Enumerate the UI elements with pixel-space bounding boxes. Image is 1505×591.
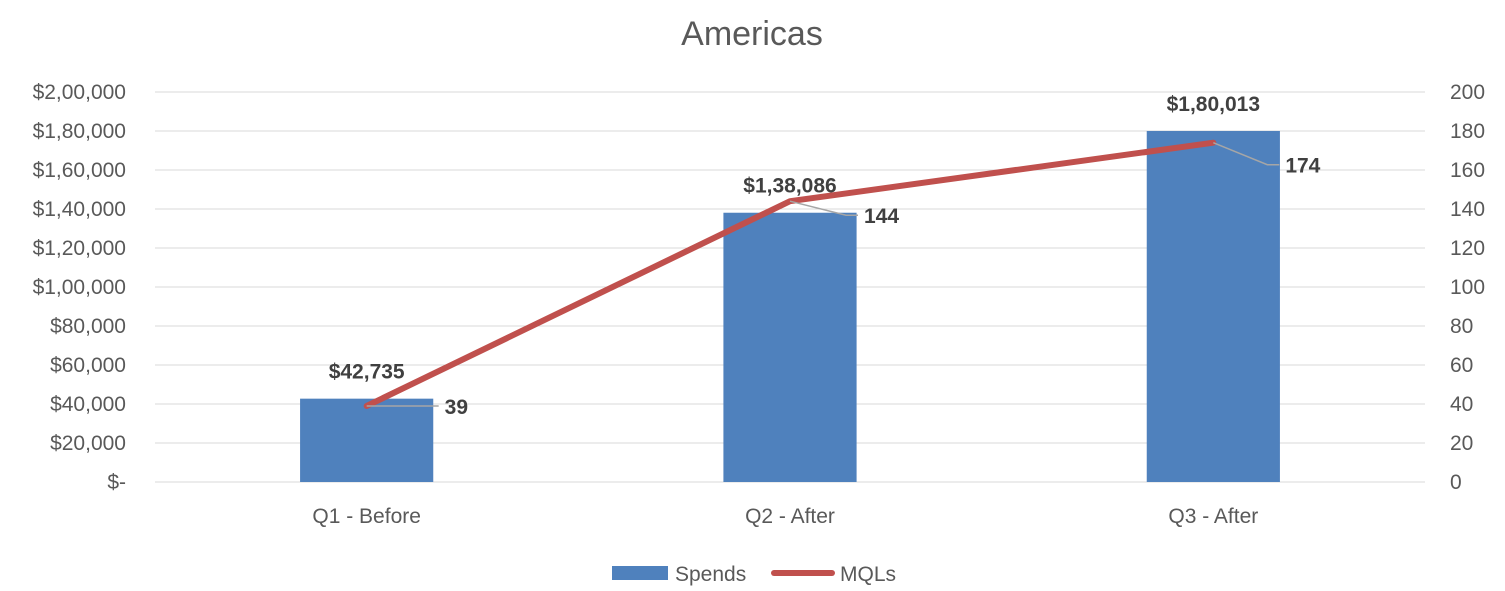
right-tick-label: 0 bbox=[1450, 471, 1462, 494]
legend: Spends MQLs bbox=[612, 563, 896, 586]
bar bbox=[1146, 130, 1280, 482]
right-axis: 0 20 40 60 80 100 120 140 160 180 200 bbox=[1450, 81, 1485, 494]
leader-line bbox=[1213, 142, 1280, 166]
legend-label-spends: Spends bbox=[675, 563, 746, 586]
left-tick-label: $1,60,000 bbox=[33, 159, 126, 182]
bar bbox=[300, 398, 434, 482]
right-tick-label: 60 bbox=[1450, 354, 1473, 377]
bars-series bbox=[300, 130, 1280, 482]
left-tick-label: $20,000 bbox=[50, 432, 126, 455]
category-axis: Q1 - Before Q2 - After Q3 - After bbox=[312, 505, 1258, 528]
right-tick-label: 80 bbox=[1450, 315, 1473, 338]
bar bbox=[723, 212, 857, 482]
left-tick-label: $1,20,000 bbox=[33, 237, 126, 260]
category-label: Q3 - After bbox=[1168, 505, 1258, 528]
right-tick-label: 20 bbox=[1450, 432, 1473, 455]
right-tick-label: 40 bbox=[1450, 393, 1473, 416]
left-tick-label: $1,00,000 bbox=[33, 276, 126, 299]
left-tick-label: $80,000 bbox=[50, 315, 126, 338]
left-tick-label: $2,00,000 bbox=[33, 81, 126, 104]
category-label: Q1 - Before bbox=[312, 505, 421, 528]
chart-title: Americas bbox=[681, 15, 823, 53]
left-axis: $- $20,000 $40,000 $60,000 $80,000 $1,00,000 $… bbox=[33, 81, 126, 494]
right-tick-label: 160 bbox=[1450, 159, 1485, 182]
left-tick-label: $1,80,000 bbox=[33, 120, 126, 143]
left-tick-label: $1,40,000 bbox=[33, 198, 126, 221]
bar-value-label: $1,38,086 bbox=[743, 175, 836, 198]
line-value-label: 144 bbox=[864, 205, 899, 228]
left-tick-label: $60,000 bbox=[50, 354, 126, 377]
data-labels: $42,735 $1,38,086 $1,80,013 39 144 174 bbox=[329, 93, 1321, 419]
line-value-label: 174 bbox=[1285, 155, 1320, 178]
legend-swatch-spends bbox=[612, 566, 668, 580]
left-tick-label: $- bbox=[107, 471, 126, 494]
right-tick-label: 140 bbox=[1450, 198, 1485, 221]
bar-value-label: $42,735 bbox=[329, 361, 405, 384]
bar-value-label: $1,80,013 bbox=[1167, 93, 1260, 116]
right-tick-label: 180 bbox=[1450, 120, 1485, 143]
leader-line bbox=[789, 200, 858, 216]
right-tick-label: 100 bbox=[1450, 276, 1485, 299]
category-label: Q2 - After bbox=[745, 505, 835, 528]
legend-label-mqls: MQLs bbox=[840, 563, 896, 586]
line-value-label: 39 bbox=[445, 396, 468, 419]
line-series bbox=[363, 139, 1280, 409]
right-tick-label: 200 bbox=[1450, 81, 1485, 104]
right-tick-label: 120 bbox=[1450, 237, 1485, 260]
left-tick-label: $40,000 bbox=[50, 393, 126, 416]
